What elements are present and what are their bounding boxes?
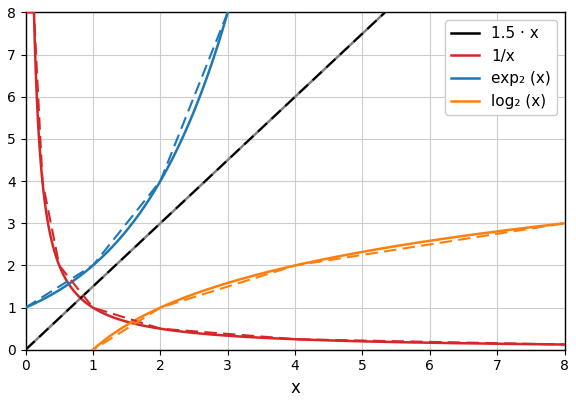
- Legend: 1.5 · x, 1/x, exp₂ (x), log₂ (x): 1.5 · x, 1/x, exp₂ (x), log₂ (x): [445, 20, 557, 115]
- X-axis label: x: x: [290, 379, 300, 397]
